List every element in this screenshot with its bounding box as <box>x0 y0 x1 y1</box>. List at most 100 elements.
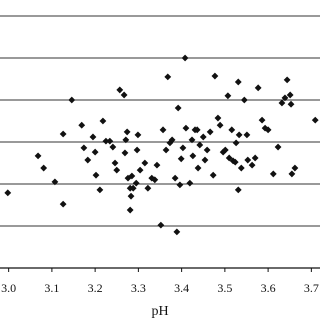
data-point <box>182 124 190 132</box>
data-point <box>258 116 266 124</box>
data-point <box>164 73 172 81</box>
data-point <box>291 164 299 172</box>
data-point <box>148 174 156 182</box>
data-point <box>199 133 207 141</box>
data-point <box>128 172 136 180</box>
data-point <box>206 128 214 136</box>
data-point <box>234 78 242 86</box>
data-point <box>188 136 196 144</box>
data-point <box>4 189 12 197</box>
x-tick-label: 3.1 <box>44 281 59 295</box>
data-point <box>181 54 189 62</box>
data-point <box>189 152 197 160</box>
data-point <box>133 146 141 154</box>
data-point <box>99 117 107 125</box>
data-point <box>240 96 248 104</box>
data-point <box>162 146 170 154</box>
data-point <box>116 86 124 94</box>
data-point <box>109 143 117 151</box>
data-point <box>209 171 217 179</box>
data-point <box>254 84 262 92</box>
data-point <box>201 156 209 164</box>
data-point <box>274 143 282 151</box>
data-point <box>211 72 219 80</box>
data-point <box>129 184 137 192</box>
data-point <box>102 137 110 145</box>
data-point <box>151 176 159 184</box>
data-point <box>113 166 121 174</box>
data-point <box>287 100 295 108</box>
data-point <box>264 126 272 134</box>
data-point <box>194 164 202 172</box>
data-point <box>176 181 184 189</box>
data-point <box>286 91 294 99</box>
data-point <box>234 186 242 194</box>
x-tick-label: 3.4 <box>174 281 189 295</box>
data-point <box>80 144 88 152</box>
data-point <box>159 126 167 134</box>
data-point <box>221 146 229 154</box>
data-point <box>168 136 176 144</box>
data-point <box>157 221 165 229</box>
data-point <box>179 144 187 152</box>
data-point <box>193 126 201 134</box>
data-point <box>248 161 256 169</box>
data-point <box>243 131 251 139</box>
data-point <box>281 94 289 102</box>
data-point <box>127 192 135 200</box>
data-point <box>244 156 252 164</box>
data-point <box>132 179 140 187</box>
data-point <box>84 156 92 164</box>
data-point <box>51 178 59 186</box>
data-point <box>106 137 114 145</box>
data-point <box>153 161 161 169</box>
data-point <box>235 131 243 139</box>
data-point <box>278 99 286 107</box>
data-point <box>219 148 227 156</box>
x-tick-label: 3.3 <box>131 281 146 295</box>
data-point <box>224 92 232 100</box>
data-point <box>225 154 233 162</box>
data-point <box>111 159 119 167</box>
data-point <box>59 130 67 138</box>
data-point <box>177 155 185 163</box>
data-point <box>40 164 48 172</box>
data-point <box>141 159 149 167</box>
x-tick-label: 3.7 <box>304 281 319 295</box>
data-point <box>311 116 319 124</box>
data-point <box>203 146 211 154</box>
x-axis-label: pH <box>151 304 168 319</box>
x-tick-label: 3.5 <box>217 281 232 295</box>
data-point <box>196 141 204 149</box>
data-point <box>174 104 182 112</box>
data-point <box>92 171 100 179</box>
data-point <box>120 91 128 99</box>
data-point <box>229 157 237 165</box>
data-point <box>91 148 99 156</box>
data-point <box>126 206 134 214</box>
data-point <box>134 131 142 139</box>
data-point <box>121 149 129 157</box>
data-point <box>237 164 245 172</box>
x-tick-label: 3.0 <box>1 281 16 295</box>
data-point <box>144 184 152 192</box>
data-point <box>122 136 130 144</box>
data-point <box>288 170 296 178</box>
data-point <box>251 154 259 162</box>
data-point <box>214 114 222 122</box>
data-point <box>228 126 236 134</box>
data-point <box>269 170 277 178</box>
data-point <box>78 121 86 129</box>
data-point <box>136 166 144 174</box>
data-point <box>171 174 179 182</box>
data-point <box>34 152 42 160</box>
data-point <box>89 133 97 141</box>
data-point <box>68 96 76 104</box>
data-point <box>123 128 131 136</box>
data-point <box>59 200 67 208</box>
data-point <box>96 186 104 194</box>
x-tick-label: 3.2 <box>88 281 103 295</box>
data-point <box>232 139 240 147</box>
